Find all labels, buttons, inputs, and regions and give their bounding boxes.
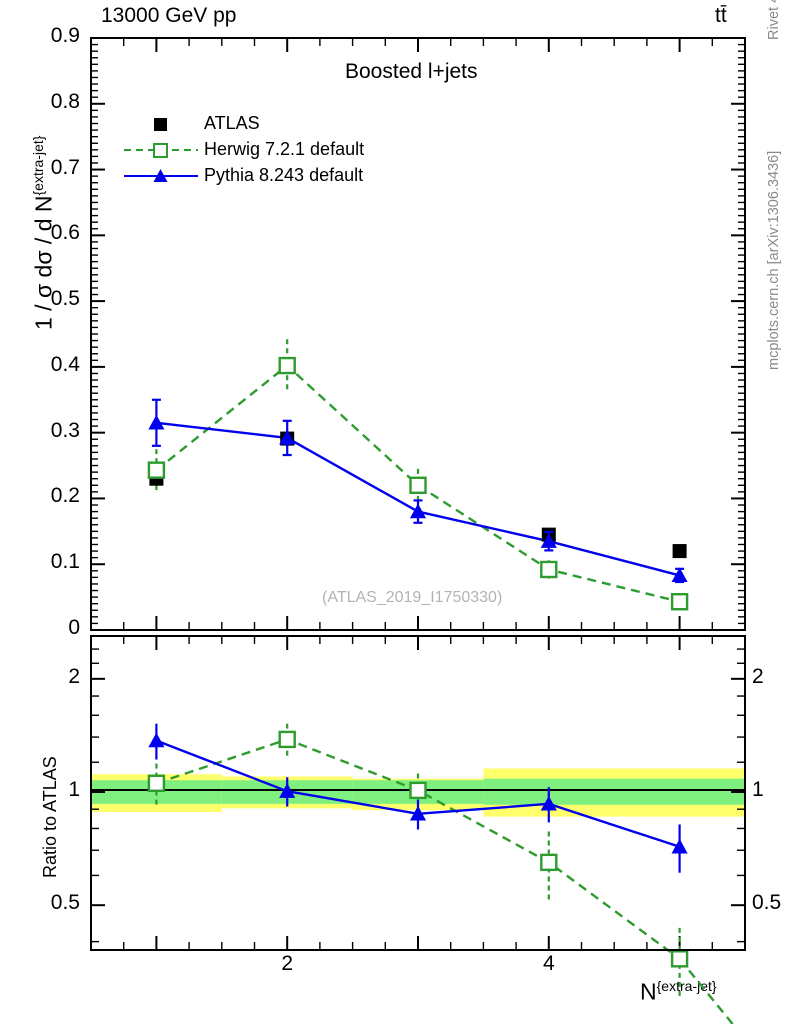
- main-y-tick-label: 0: [68, 616, 80, 639]
- analysis-watermark: (ATLAS_2019_I1750330): [322, 589, 503, 606]
- ratio-y-tick-label-right: 0.5: [752, 891, 782, 915]
- legend-entry-pythia[interactable]: Pythia 8.243 default: [118, 162, 364, 188]
- data-line: [678, 958, 735, 1024]
- ratio-y-tick-label-left: 1: [68, 778, 80, 801]
- legend-marker-atlas: [154, 118, 167, 131]
- legend: ATLAS Herwig 7.2.1 default Pythia 8.243 …: [118, 110, 364, 188]
- data-marker-open-square: [670, 950, 689, 968]
- ratio-y-tick-label-right: 1: [752, 778, 764, 801]
- main-y-tick-label: 0.2: [50, 484, 80, 508]
- data-marker-open-square: [670, 593, 689, 611]
- x-tick-label: 2: [281, 952, 294, 975]
- main-y-tick-label: 0.6: [50, 221, 80, 245]
- data-marker-triangle: [279, 783, 296, 798]
- main-y-tick-label: 0.5: [50, 287, 80, 311]
- legend-entry-herwig[interactable]: Herwig 7.2.1 default: [118, 136, 364, 162]
- x-tick-label: 4: [542, 952, 555, 975]
- main-y-tick-label: 0.1: [50, 550, 80, 574]
- legend-entry-atlas[interactable]: ATLAS: [118, 110, 364, 136]
- process-label: tt̄: [715, 4, 727, 27]
- main-y-tick-label: 0.4: [50, 352, 80, 376]
- legend-marker-pythia: [124, 169, 198, 182]
- data-marker-open-square: [278, 730, 296, 749]
- x-axis-label-sup: {extra-jet}: [656, 978, 717, 994]
- data-marker-triangle: [540, 795, 557, 811]
- data-marker-triangle: [409, 805, 427, 821]
- main-y-tick-label: 0.3: [50, 418, 80, 442]
- main-y-tick-label: 0.7: [50, 155, 80, 179]
- main-plot-frame: [90, 37, 746, 631]
- data-marker-triangle: [148, 732, 165, 748]
- data-marker-triangle: [409, 503, 427, 519]
- legend-label-atlas: ATLAS: [204, 112, 260, 133]
- main-y-tick-label: 0.8: [50, 89, 80, 113]
- legend-marker-herwig: [124, 143, 198, 158]
- main-panel: [90, 37, 746, 631]
- ratio-y-tick-label-left: 0.5: [50, 891, 80, 915]
- x-axis-label-text: N: [640, 978, 657, 1005]
- ratio-y-tick-label-right: 2: [752, 664, 764, 688]
- data-marker-open-square: [278, 356, 296, 375]
- data-marker-open-square: [540, 560, 558, 579]
- ratio-frame-overlay: [90, 635, 746, 951]
- x-axis-label: N{extra-jet}: [640, 978, 717, 1006]
- ratio-panel: [90, 635, 746, 1024]
- main-data-series: [147, 339, 689, 611]
- ratio-band-inner: [483, 778, 745, 805]
- data-marker-open-square: [147, 774, 166, 792]
- legend-label-herwig: Herwig 7.2.1 default: [204, 138, 365, 159]
- ratio-y-tick-label-left: 2: [68, 664, 80, 688]
- data-marker-open-square: [409, 781, 427, 800]
- beam-energy-label: 13000 GeV pp: [101, 4, 237, 27]
- data-marker-open-square: [540, 853, 558, 872]
- data-marker-triangle: [279, 429, 296, 445]
- data-marker-triangle: [671, 567, 688, 583]
- main-y-tick-label: 0.9: [50, 24, 80, 47]
- data-marker-triangle: [671, 838, 688, 854]
- data-marker-triangle: [148, 414, 165, 430]
- data-marker-filled-square: [672, 544, 687, 559]
- data-line: [155, 363, 680, 603]
- legend-label-pythia: Pythia 8.243 default: [204, 164, 364, 185]
- main-axis-ticks: [90, 37, 746, 631]
- data-marker-open-square: [409, 476, 427, 494]
- ratio-data-series: [147, 723, 735, 1024]
- data-marker-triangle: [540, 533, 557, 548]
- plot-title: Boosted l+jets: [345, 60, 478, 83]
- data-marker-open-square: [147, 461, 166, 479]
